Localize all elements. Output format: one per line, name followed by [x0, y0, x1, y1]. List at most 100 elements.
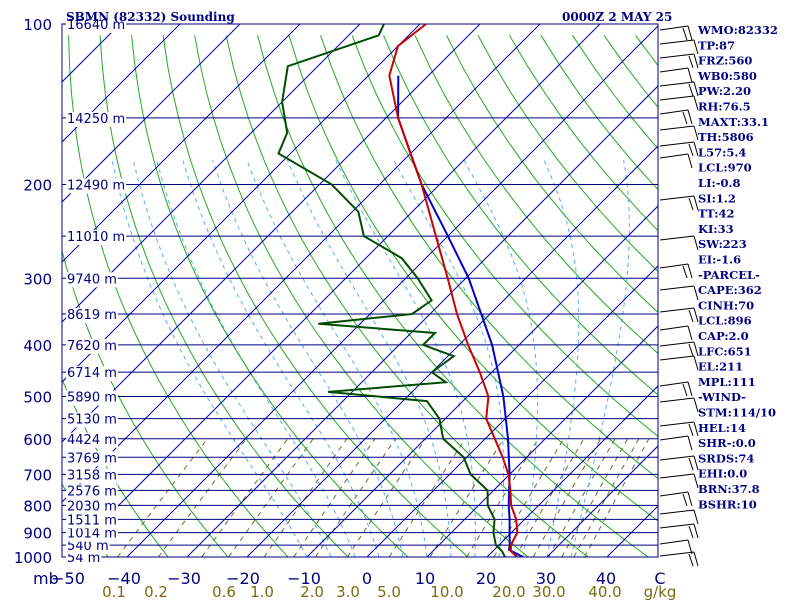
wind-barb [659, 341, 699, 357]
moist-adiabat-line [156, 159, 356, 557]
mixing-ratio-tick-label: 0.2 [144, 583, 168, 600]
isotherm-line [62, 24, 481, 443]
height-label-bg [66, 272, 118, 288]
wind-barb [659, 263, 693, 279]
mixing-ratio-tick-label: 10.0 [430, 583, 463, 600]
sounding-index-value: EHI:0.0 [698, 467, 747, 481]
dry-adiabat-line [99, 35, 349, 557]
wind-barb [659, 509, 699, 525]
mixing-ratio-tick-label: 40.0 [588, 583, 621, 600]
temperature-trace [388, 24, 519, 557]
moist-adiabat-line [132, 159, 332, 557]
isotherm-line [186, 85, 658, 557]
temperature-tick-label: −30 [167, 569, 201, 588]
isotherm-line [62, 24, 541, 503]
wind-barb [659, 435, 693, 451]
sounding-index-value: WMO:82332 [697, 23, 778, 37]
sounding-index-value: CINH:70 [698, 298, 754, 312]
height-label: 2576 m [67, 484, 117, 499]
moist-adiabat-line [463, 159, 538, 557]
moist-adiabat-line [286, 159, 452, 557]
dewpoint-trace [277, 24, 506, 557]
pressure-tick-label: 900 [23, 525, 52, 543]
sounding-index-value: HEL:14 [698, 421, 746, 435]
sounding-index-value: CAP:2.0 [698, 329, 749, 343]
temperature-tick-label: 10 [415, 569, 435, 588]
height-label: 5130 m [67, 413, 117, 428]
height-label: 3769 m [67, 451, 117, 466]
temperature-tick-label: 0 [362, 569, 372, 588]
sounding-index-value: STM:114/10 [698, 406, 776, 420]
dry-adiabat-line [194, 35, 529, 557]
wind-barb [659, 491, 693, 507]
wind-barb [659, 325, 693, 341]
height-label: 3158 m [67, 468, 117, 483]
temperature-tick-label: 40 [596, 569, 616, 588]
mixing-ratio-tick-label: 1.0 [250, 583, 274, 600]
dry-adiabat-line [477, 35, 658, 273]
sounding-time: 0000Z 2 MAY 25 [562, 10, 672, 24]
mixing-ratio-tick-label: 2.0 [300, 583, 324, 600]
wind-barb [659, 195, 699, 211]
height-label: 1511 m [67, 513, 117, 528]
height-label-bg [66, 499, 118, 515]
wind-barb [659, 125, 699, 141]
height-label: 54 m [67, 551, 100, 566]
isotherm-line [366, 265, 658, 557]
temperature-unit-label: C [654, 569, 665, 588]
isobars [62, 24, 658, 557]
isotherm-line [66, 24, 601, 557]
pressure-tick-label: 700 [23, 466, 52, 484]
isotherm-line [486, 385, 658, 557]
moist-adiabat-line [393, 159, 505, 557]
sounding-index-value: L57:5.4 [698, 145, 746, 159]
sounding-index-value: SRDS:74 [698, 451, 754, 465]
sounding-index-value: SW:223 [698, 237, 747, 251]
isotherm-line [62, 24, 301, 263]
isotherm-line [306, 205, 658, 557]
height-label-bg [66, 178, 127, 194]
height-label-bg [66, 111, 127, 127]
isotherm-line [62, 24, 361, 323]
dry-adiabat-line [131, 35, 409, 557]
height-label-bg [66, 526, 118, 542]
sounding-index-value: MPL:111 [698, 375, 756, 389]
isotherm-line [62, 24, 421, 383]
mixing-ratio-axis-labels: 0.1 0.2 0.6 1.0 2.0 3.0 5.0 10.0 20.0 30.0 40.0 g/k… [102, 583, 676, 600]
dry-adiabat-line [257, 35, 649, 557]
sounding-index-value: LFC:651 [698, 344, 752, 358]
height-label: 12490 m [67, 178, 125, 193]
mixing-ratio-tick-label: 20.0 [492, 583, 525, 600]
moist-adiabat-line [570, 160, 630, 557]
temperature-tick-label: 20 [476, 569, 496, 588]
sounding-index-value: WB0:580 [697, 69, 757, 83]
isotherm-line [126, 25, 658, 557]
sounding-index-value: -WIND- [698, 390, 746, 404]
wind-barb [659, 39, 699, 55]
dry-adiabat-line [446, 35, 658, 314]
temperature-tick-label: −50 [51, 569, 85, 588]
pressure-tick-label: 400 [23, 337, 52, 355]
sounding-traces [277, 24, 524, 557]
dry-adiabat-line [320, 35, 658, 480]
pressure-axis-labels: 100 200 300 400 500 600 700 800 900 1000 [14, 16, 52, 567]
height-label: 14250 m [67, 112, 125, 127]
sounding-index-value: SHR-:0.0 [698, 436, 756, 450]
temperature-tick-label: −10 [287, 569, 321, 588]
temperature-tick-label: −20 [226, 569, 260, 588]
dry-adiabat-line [288, 35, 658, 522]
sounding-index-value: TH:5806 [698, 130, 754, 144]
mixing-ratio-unit-label: g/kg [644, 583, 677, 600]
sounding-index-value: MAXT:33.1 [698, 115, 769, 129]
sounding-index-value: TP:87 [698, 38, 735, 52]
moist-adiabat-line [335, 159, 476, 557]
pressure-tick-label: 300 [23, 270, 52, 288]
dry-adiabat-line [414, 35, 658, 355]
temperature-tick-label: 30 [536, 569, 556, 588]
temperature-axis-labels: −50 −40 −30 −20 −10 0 10 20 30 40 mb C [33, 569, 666, 588]
height-label-bg [66, 18, 127, 33]
dry-adiabat-line [351, 35, 658, 438]
pressure-tick-label: 800 [23, 497, 52, 515]
wind-barb [659, 539, 693, 555]
